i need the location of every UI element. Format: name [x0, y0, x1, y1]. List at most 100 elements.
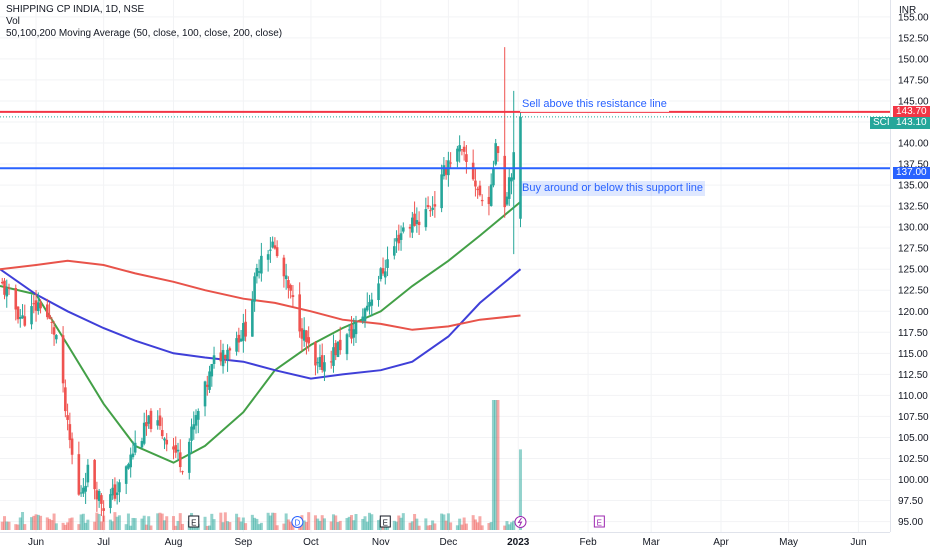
- volume-bar: [241, 517, 245, 530]
- volume-bar: [458, 518, 462, 530]
- price-tick-label: 155.00: [898, 12, 929, 23]
- volume-bar: [460, 524, 464, 530]
- volume-bar: [117, 515, 121, 530]
- volume-legend[interactable]: Vol: [6, 16, 20, 27]
- candle-body: [489, 184, 493, 206]
- volume-bar: [93, 521, 97, 530]
- volume-bar: [455, 525, 459, 530]
- volume-bar: [503, 525, 507, 530]
- volume-bar: [478, 516, 482, 530]
- price-axis-currency: INR: [899, 5, 916, 16]
- price-tick-label: 110.00: [898, 391, 928, 402]
- candle-body: [165, 439, 169, 445]
- volume-bar: [61, 522, 65, 530]
- candle-body: [336, 341, 340, 357]
- volume-bar: [133, 518, 137, 530]
- symbol-tag: SCI: [870, 117, 893, 129]
- candle-body: [131, 453, 135, 458]
- candle-body: [219, 352, 223, 362]
- volume-bar: [322, 518, 326, 530]
- candle-body: [323, 362, 326, 372]
- volume-bar: [395, 521, 399, 530]
- volume-bar: [171, 516, 175, 530]
- volume-bar: [250, 514, 254, 530]
- price-tick-label: 145.00: [898, 96, 929, 107]
- candle-body: [255, 267, 259, 277]
- candle-body: [226, 349, 229, 360]
- candle-body: [147, 415, 151, 424]
- volume-bar: [219, 512, 223, 530]
- volume-bar: [491, 400, 495, 530]
- volume-bar: [307, 512, 311, 530]
- resistance-annotation[interactable]: Sell above this resistance line: [520, 97, 669, 112]
- volume-bar: [63, 524, 67, 530]
- candle-body: [431, 207, 434, 210]
- moving-average-legend[interactable]: 50,100,200 Moving Average (50, close, 10…: [6, 28, 283, 39]
- volume-bar: [253, 517, 257, 530]
- volume-bar: [440, 513, 444, 530]
- candle-body: [383, 271, 387, 278]
- candle-body: [260, 255, 263, 274]
- volume-bar: [45, 517, 49, 530]
- candle-body: [142, 422, 146, 444]
- candle-body: [289, 285, 292, 291]
- candle-body: [300, 328, 304, 339]
- candle-body: [440, 174, 443, 209]
- candle-body: [449, 162, 452, 164]
- candle-body: [113, 484, 117, 499]
- candle-body: [176, 449, 180, 452]
- candle-body: [395, 238, 398, 242]
- candle-body: [354, 322, 358, 335]
- volume-bar: [237, 517, 241, 530]
- price-tick-label: 115.00: [898, 349, 928, 360]
- horizontal-line-layer[interactable]: [0, 110, 890, 170]
- volume-bar: [54, 523, 58, 530]
- candle-body: [433, 204, 437, 207]
- candle-body: [210, 364, 214, 377]
- volume-bar: [449, 522, 453, 530]
- volume-bar: [97, 513, 101, 530]
- candle-body: [462, 146, 466, 152]
- candle-body: [102, 508, 105, 511]
- volume-bar: [259, 522, 263, 530]
- candle-body: [291, 295, 295, 298]
- candle-body: [365, 305, 369, 311]
- volume-bar: [347, 516, 351, 530]
- candle-body: [320, 355, 324, 370]
- symbol-title[interactable]: SHIPPING CP INDIA, 1D, NSE: [6, 4, 145, 15]
- volume-bar: [331, 514, 335, 530]
- candle-body: [244, 321, 247, 337]
- volume-bar: [410, 521, 414, 530]
- candle-body: [109, 494, 112, 508]
- volume-bar: [23, 524, 27, 530]
- candle-body: [282, 257, 286, 277]
- candle-body: [512, 152, 516, 180]
- support-annotation[interactable]: Buy around or below this support line: [520, 181, 705, 196]
- candle-body: [34, 300, 38, 311]
- candle-body: [269, 249, 272, 251]
- volume-bar: [174, 525, 178, 530]
- moving-average-layer: [0, 201, 522, 464]
- volume-bar: [442, 514, 446, 530]
- volume-bar: [129, 525, 133, 530]
- candle-body: [370, 299, 374, 306]
- volume-bar: [489, 522, 493, 530]
- volume-bar: [34, 514, 38, 530]
- volume-bar: [115, 516, 119, 530]
- event-marker-label: E: [383, 519, 388, 528]
- candle-body: [23, 316, 27, 326]
- volume-bar: [338, 520, 342, 530]
- event-marker-label: E: [191, 519, 196, 528]
- candle-body: [77, 454, 81, 495]
- event-marker-label: D: [295, 519, 301, 528]
- volume-bar: [48, 518, 52, 530]
- volume-bar: [205, 525, 209, 530]
- candle-body: [298, 294, 301, 332]
- candle-body: [127, 464, 130, 469]
- volume-bar: [21, 512, 25, 530]
- candle-body: [235, 338, 238, 352]
- candle-body: [221, 350, 225, 367]
